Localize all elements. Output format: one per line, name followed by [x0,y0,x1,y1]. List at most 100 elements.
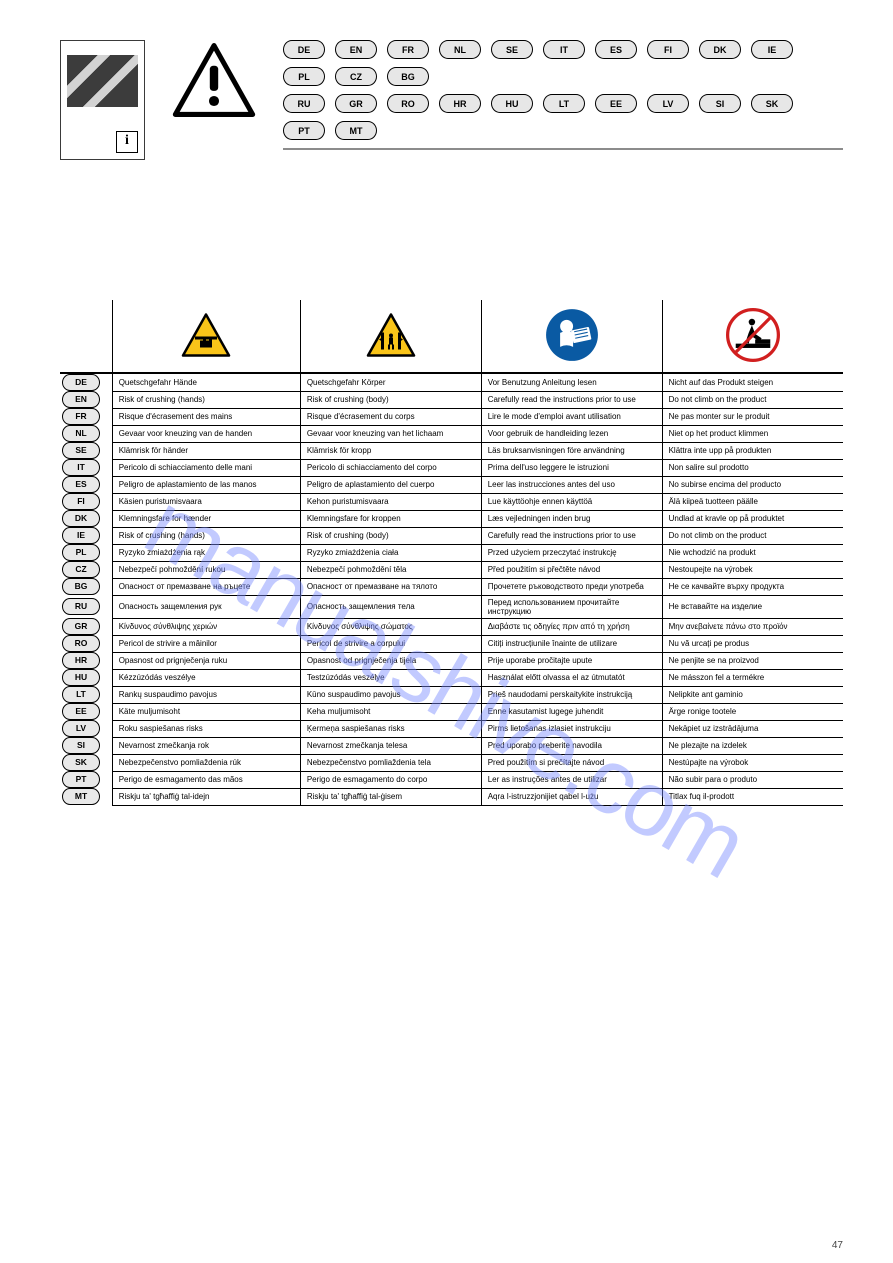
table-row: SKNebezpečenstvo pomliaždenia rúkNebezpe… [60,754,843,771]
row-language-pill-cell: SE [60,442,112,459]
language-pill: EN [335,40,377,59]
table-cell: Roku saspiešanas risks [112,720,300,737]
language-pill: EE [595,94,637,113]
table-cell: Pericol de strivire a corpului [300,635,481,652]
table-cell: Riskju ta' tgħaffiġ tal-idejn [112,788,300,805]
table-cell: Lue käyttöohje ennen käyttöä [481,493,662,510]
table-header-crush-hand-icon [112,300,300,373]
row-language-pill: IT [62,459,100,476]
table-cell: Não subir para o produto [662,771,843,788]
table-cell: Опасность защемления тела [300,595,481,618]
table-cell: Прочетете ръководството преди употреба [481,578,662,595]
table-cell: Risque d'écrasement des mains [112,408,300,425]
row-language-pill-cell: LT [60,686,112,703]
row-language-pill: DK [62,510,100,527]
row-language-pill: CZ [62,561,100,578]
table-header-read-manual-icon [481,300,662,373]
table-cell: Nebezpečenstvo pomliaždenia rúk [112,754,300,771]
table-row: IERisk of crushing (hands)Risk of crushi… [60,527,843,544]
table-row: ROPericol de strivire a mâinilorPericol … [60,635,843,652]
language-pill: DK [699,40,741,59]
row-language-pill-cell: BG [60,578,112,595]
table-row: PLRyzyko zmiażdżenia rąkRyzyko zmiażdżen… [60,544,843,561]
table-cell: Citiți instrucțiunile înainte de utiliza… [481,635,662,652]
table-row: PTPerigo de esmagamento das mãosPerigo d… [60,771,843,788]
row-language-pill-cell: PL [60,544,112,561]
language-pill: HR [439,94,481,113]
language-row-2: RUGRROHRHULTEELVSISKPTMT [283,94,843,140]
table-cell: Rankų suspaudimo pavojus [112,686,300,703]
table-cell: Klemningsfare for hænder [112,510,300,527]
row-language-pill: SI [62,737,100,754]
header-language-block: DEENFRNLSEITESFIDKIEPLCZBG RUGRROHRHULTE… [283,40,843,150]
table-cell: Kézzúzódás veszélye [112,669,300,686]
table-cell: Aqra l-istruzzjonijiet qabel l-użu [481,788,662,805]
table-cell: No subirse encima del producto [662,476,843,493]
table-cell: Nestoupejte na výrobek [662,561,843,578]
table-cell: Gevaar voor kneuzing van het lichaam [300,425,481,442]
symbol-meaning-table: DEQuetschgefahr HändeQuetschgefahr Körpe… [60,300,843,806]
table-cell: Μην ανεβαίνετε πάνω στο προϊόν [662,618,843,635]
table-cell: Перед использованием прочитайте инструкц… [481,595,662,618]
table-cell: Pirms lietošanas izlasiet instrukciju [481,720,662,737]
table-cell: Carefully read the instructions prior to… [481,527,662,544]
table-cell: Ärge ronige tootele [662,703,843,720]
table-cell: Kehon puristumisvaara [300,493,481,510]
language-pill: RU [283,94,325,113]
table-cell: Ryzyko zmiażdżenia rąk [112,544,300,561]
table-header-crush-body-icon [300,300,481,373]
table-row: NLGevaar voor kneuzing van de handenGeva… [60,425,843,442]
table-cell: Risk of crushing (body) [300,527,481,544]
table-cell: Nevarnost zmečkanja telesa [300,737,481,754]
table-cell: Niet op het product klimmen [662,425,843,442]
table-row: CZNebezpečí pohmoždění rukouNebezpečí po… [60,561,843,578]
table-cell: Opasnost od prignječenja tijela [300,652,481,669]
table-row: HUKézzúzódás veszélyeTestzúzódás veszély… [60,669,843,686]
language-pill: BG [387,67,429,86]
language-pill: ES [595,40,637,59]
header-divider [283,148,843,150]
row-language-pill-cell: SK [60,754,112,771]
row-language-pill-cell: RO [60,635,112,652]
table-cell: Használat előtt olvassa el az útmutatót [481,669,662,686]
table-cell: Klättra inte upp på produkten [662,442,843,459]
row-language-pill: FR [62,408,100,425]
language-pill: PL [283,67,325,86]
row-language-pill: FI [62,493,100,510]
table-header-no-climb-icon [662,300,843,373]
language-pill: IE [751,40,793,59]
row-language-pill: PT [62,771,100,788]
table-cell: Risk of crushing (hands) [112,391,300,408]
row-language-pill-cell: ES [60,476,112,493]
product-thumbnail: i [60,40,145,160]
table-row: LTRankų suspaudimo pavojusKūno suspaudim… [60,686,843,703]
row-language-pill-cell: LV [60,720,112,737]
language-pill: LT [543,94,585,113]
language-pill: CZ [335,67,377,86]
row-language-pill: ES [62,476,100,493]
table-row: SINevarnost zmečkanja rokNevarnost zmečk… [60,737,843,754]
table-cell: Ler as instruções antes de utilizar [481,771,662,788]
table-cell: Peligro de aplastamiento de las manos [112,476,300,493]
row-language-pill: HR [62,652,100,669]
row-language-pill: RU [62,598,100,615]
table-row: HROpasnost od prignječenja rukuOpasnost … [60,652,843,669]
table-cell: Perigo de esmagamento das mãos [112,771,300,788]
row-language-pill-cell: DE [60,373,112,391]
table-cell: Pred uporabo preberite navodila [481,737,662,754]
language-pill: FI [647,40,689,59]
table-cell: Leer las instrucciones antes del uso [481,476,662,493]
language-pill: HU [491,94,533,113]
table-cell: Prima dell'uso leggere le istruzioni [481,459,662,476]
table-cell: Do not climb on the product [662,527,843,544]
row-language-pill: GR [62,618,100,635]
row-language-pill-cell: RU [60,595,112,618]
table-cell: Опасност от премазване на тялото [300,578,481,595]
table-cell: Enne kasutamist lugege juhendit [481,703,662,720]
table-cell: Keha muljumisoht [300,703,481,720]
row-language-pill-cell: EE [60,703,112,720]
table-cell: Опасност от премазване на ръцете [112,578,300,595]
row-language-pill-cell: DK [60,510,112,527]
table-row: GRΚίνδυνος σύνθλιψης χεριώνΚίνδυνος σύνθ… [60,618,843,635]
product-image [67,55,138,107]
